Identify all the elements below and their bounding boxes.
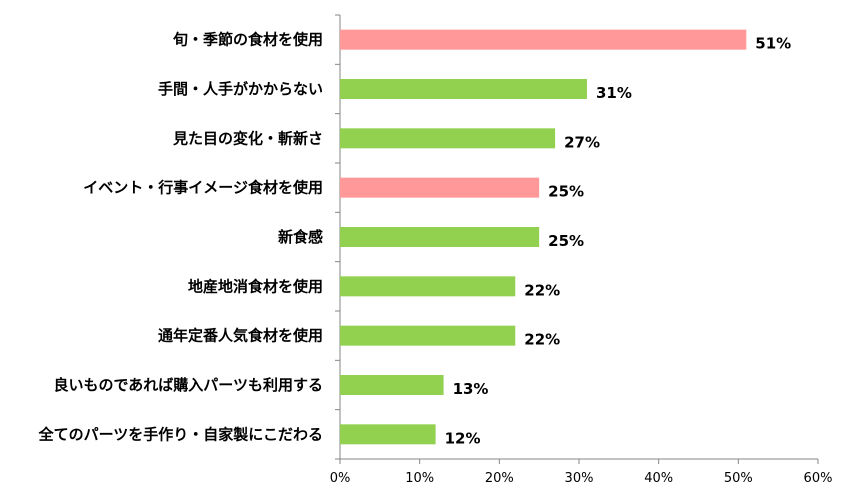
x-tick-label: 30% xyxy=(565,471,594,486)
category-label: 地産地消食材を使用 xyxy=(188,277,323,295)
bar xyxy=(340,227,540,247)
category-label: イベント・行事イメージ食材を使用 xyxy=(83,179,323,197)
value-label: 25% xyxy=(548,183,584,201)
bar xyxy=(340,29,747,50)
x-tick-label: 20% xyxy=(485,471,514,486)
x-tick-label: 50% xyxy=(724,471,753,486)
x-tick-label: 10% xyxy=(405,471,434,486)
bar xyxy=(340,424,436,445)
value-label: 13% xyxy=(453,380,489,398)
x-tick-label: 0% xyxy=(330,471,351,486)
category-label: 通年定番人気食材を使用 xyxy=(158,327,323,345)
category-label: 見た目の変化・斬新さ xyxy=(172,129,323,147)
category-label: 手間・人手がかからない xyxy=(158,80,323,98)
bar xyxy=(340,375,444,395)
x-tick-label: 60% xyxy=(804,471,833,486)
chart-labels: 0% 10% 20% 30% 40% 50% 60% 旬・季節の食材を使用 51% 手間・人手がか… xyxy=(38,31,833,486)
value-label: 12% xyxy=(445,429,481,447)
bar xyxy=(340,276,516,297)
bar xyxy=(340,325,516,346)
chart-bars xyxy=(340,29,747,445)
value-label: 22% xyxy=(524,331,560,349)
value-label: 25% xyxy=(548,232,584,250)
value-label: 31% xyxy=(596,84,632,102)
bar xyxy=(340,177,540,198)
value-label: 22% xyxy=(524,281,560,299)
x-tick-label: 40% xyxy=(644,471,673,486)
value-label: 51% xyxy=(755,35,791,53)
bar xyxy=(340,128,556,149)
value-label: 27% xyxy=(564,133,600,151)
category-label: 新食感 xyxy=(278,228,323,246)
category-label: 良いものであれば購入パーツも利用する xyxy=(53,376,323,394)
category-label: 全てのパーツを手作り・自家製にこだわる xyxy=(38,425,323,443)
category-label: 旬・季節の食材を使用 xyxy=(172,31,323,49)
bar xyxy=(340,79,587,99)
